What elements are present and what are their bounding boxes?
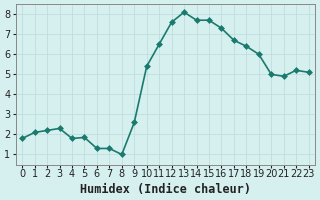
- X-axis label: Humidex (Indice chaleur): Humidex (Indice chaleur): [80, 183, 251, 196]
